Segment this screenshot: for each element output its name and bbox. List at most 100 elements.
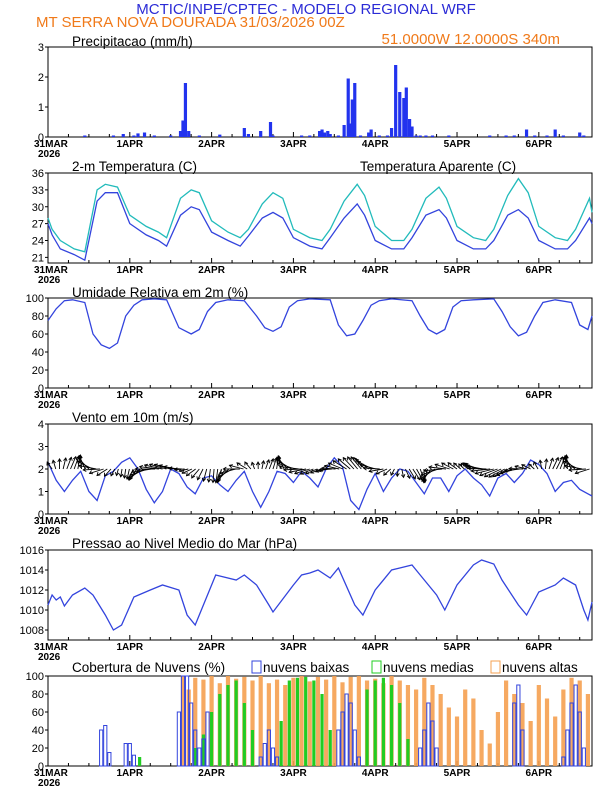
high-clouds-bar xyxy=(348,676,353,766)
wind-arrow-head xyxy=(332,460,337,465)
wind-arrow xyxy=(441,462,454,470)
wind-arrow xyxy=(174,468,185,471)
wind-arrow-head xyxy=(423,468,428,473)
precip-bar xyxy=(142,132,147,137)
cloud-year-label: 2026 xyxy=(38,778,61,789)
cloud-ytick-label: 80 xyxy=(32,689,44,701)
temp-date-label: 4APR xyxy=(362,265,389,276)
rh-ytick-label: 100 xyxy=(26,293,44,305)
wind-arrow xyxy=(342,457,355,470)
precip-bar xyxy=(418,135,422,137)
wind-arrow-head xyxy=(134,466,139,472)
wind-arrow-head xyxy=(488,473,493,478)
wind-arrow-head xyxy=(88,470,94,475)
precip-bar xyxy=(121,134,125,137)
temp-date-label: 2APR xyxy=(198,265,225,276)
wind-date-label: 2APR xyxy=(198,516,225,527)
high-clouds-bar xyxy=(504,680,509,766)
low-clouds-bar xyxy=(573,684,578,767)
mid-clouds-bar xyxy=(279,721,283,766)
wind-year-label: 2026 xyxy=(38,526,61,537)
mid-clouds-bar xyxy=(287,680,291,766)
wind-arrow xyxy=(186,468,196,477)
high-clouds-bar xyxy=(414,689,419,766)
wind-arrow-head xyxy=(78,464,83,469)
wind-arrow-head xyxy=(350,456,355,461)
cloud-date-label: 3APR xyxy=(280,768,307,779)
precip-bar xyxy=(404,87,408,137)
wind-arrow-head xyxy=(72,455,78,461)
wind-arrow-head xyxy=(406,474,411,480)
wind-arrow xyxy=(126,468,130,480)
wind-arrow xyxy=(268,458,274,470)
press-year-label: 2026 xyxy=(38,652,61,663)
high-clouds-bar xyxy=(561,689,566,766)
wind-date-label: 4APR xyxy=(362,516,389,527)
low-clouds-bar xyxy=(348,702,353,767)
low-clouds-bar xyxy=(103,725,108,767)
high-clouds-bar xyxy=(430,685,435,766)
press-date-label: 4APR xyxy=(362,642,389,653)
precip-bar xyxy=(504,135,508,137)
wind-arrow xyxy=(424,468,443,472)
temp-date-label: 31MAR xyxy=(34,265,69,276)
rh-ytick-label: 80 xyxy=(32,311,44,323)
precip-date-label: 4APR xyxy=(362,139,389,150)
wind-arrow-head xyxy=(110,472,115,477)
press-ytick-label: 1012 xyxy=(20,585,44,597)
precip-date-label: 6APR xyxy=(525,139,552,150)
wind-arrow xyxy=(514,465,528,470)
wind-arrow xyxy=(169,467,181,470)
rh-date-label: 2APR xyxy=(198,390,225,401)
wind-arrow xyxy=(154,464,171,470)
wind-arrow-head xyxy=(495,472,501,476)
wind-arrow-head xyxy=(131,469,136,474)
low-clouds-bar xyxy=(356,756,361,767)
temp-ytick-label: 27 xyxy=(32,219,44,231)
rh-date-label: 5APR xyxy=(444,390,471,401)
mid-clouds-bar xyxy=(381,677,385,766)
wind-arrow xyxy=(324,465,340,470)
wind-arrow xyxy=(468,467,487,470)
wind-arrow-head xyxy=(228,464,233,469)
precip-year-label: 2026 xyxy=(38,149,61,160)
wind-date-label: 3APR xyxy=(280,516,307,527)
mid-clouds-bar xyxy=(312,680,316,766)
press-date-label: 6APR xyxy=(525,642,552,653)
precip-bar xyxy=(169,135,173,137)
temp-date-label: 3APR xyxy=(280,265,307,276)
mid-clouds-bar xyxy=(201,734,206,766)
high-clouds-bar xyxy=(266,683,271,766)
wind-arrow-head xyxy=(310,469,315,474)
wind-arrow-head xyxy=(261,460,266,465)
wind-arrow-head xyxy=(528,463,533,468)
wind-arrow-head xyxy=(474,470,479,475)
wind-arrow xyxy=(66,457,72,470)
low-clouds-bar xyxy=(565,729,570,767)
press-date-label: 1APR xyxy=(116,642,143,653)
high-clouds-legend-swatch xyxy=(490,660,501,674)
wind-arrow-head xyxy=(153,463,159,468)
low-clouds-bar xyxy=(274,756,280,767)
wind-arrow-head xyxy=(368,468,373,473)
high-clouds-bar xyxy=(528,721,533,766)
wind-ytick-label: 1 xyxy=(38,487,44,499)
mid-clouds-legend-swatch xyxy=(371,660,382,674)
low-clouds-bar xyxy=(193,729,198,767)
low-clouds-legend-swatch xyxy=(251,660,262,674)
rh-ytick-label: 60 xyxy=(32,329,44,341)
cloud-title: Cobertura de Nuvens (%) xyxy=(72,660,225,675)
high-clouds-bar xyxy=(454,716,460,766)
temp-date-label: 6APR xyxy=(525,265,552,276)
wind-arrow xyxy=(405,468,411,479)
wind-arrow-head xyxy=(508,466,513,471)
wind-arrow-head xyxy=(158,464,163,469)
wind-arrow-head xyxy=(441,462,446,467)
high-clouds-bar xyxy=(299,676,304,766)
wind-arrow-head xyxy=(362,466,367,471)
high-clouds-bar xyxy=(553,716,558,766)
wind-arrow-head xyxy=(479,472,484,477)
wind-arrow-head xyxy=(63,457,68,462)
wind-arrow xyxy=(408,468,416,480)
precip-bar xyxy=(299,135,304,137)
